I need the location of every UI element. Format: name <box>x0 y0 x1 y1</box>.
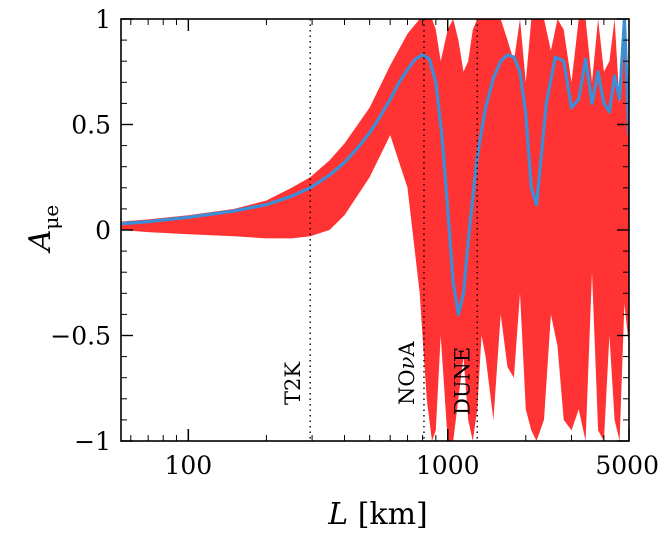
plot-area <box>121 19 629 441</box>
experiment-label-t2k: T2K <box>281 362 305 405</box>
y-tick-label: 0 <box>95 216 111 245</box>
x-tick-label: 100 <box>164 451 212 480</box>
central-curve <box>121 19 629 316</box>
x-axis-label: L [km] <box>327 497 428 532</box>
y-tick-label: −1 <box>74 427 111 456</box>
svg-text:NOνA: NOνA <box>395 341 419 405</box>
x-axis-unit: [km] <box>358 497 428 532</box>
x-tick-label: 5000 <box>595 451 659 480</box>
svg-text:DUNE: DUNE <box>450 347 474 415</box>
asymmetry-band <box>121 19 629 441</box>
y-tick-label: −0.5 <box>50 322 111 351</box>
y-axis-sub: μe <box>39 205 63 230</box>
y-axis-label: Aμe <box>23 205 63 255</box>
x-tick-label: 1000 <box>416 451 480 480</box>
y-tick-label: 0.5 <box>71 111 111 140</box>
experiment-markers: T2K NOνA DUNE <box>281 19 478 441</box>
y-axis-main: A <box>23 230 58 255</box>
experiment-label-no: NOνA <box>395 341 419 405</box>
axis-ticks: 1 0.5 0 −0.5 −1 100 1000 5000 <box>50 5 659 480</box>
svg-text:T2K: T2K <box>281 362 305 405</box>
experiment-label-dune: DUNE <box>450 347 474 415</box>
y-tick-label: 1 <box>95 5 111 34</box>
x-axis-variable: L <box>327 497 348 532</box>
svg-text:Aμe: Aμe <box>23 205 63 255</box>
